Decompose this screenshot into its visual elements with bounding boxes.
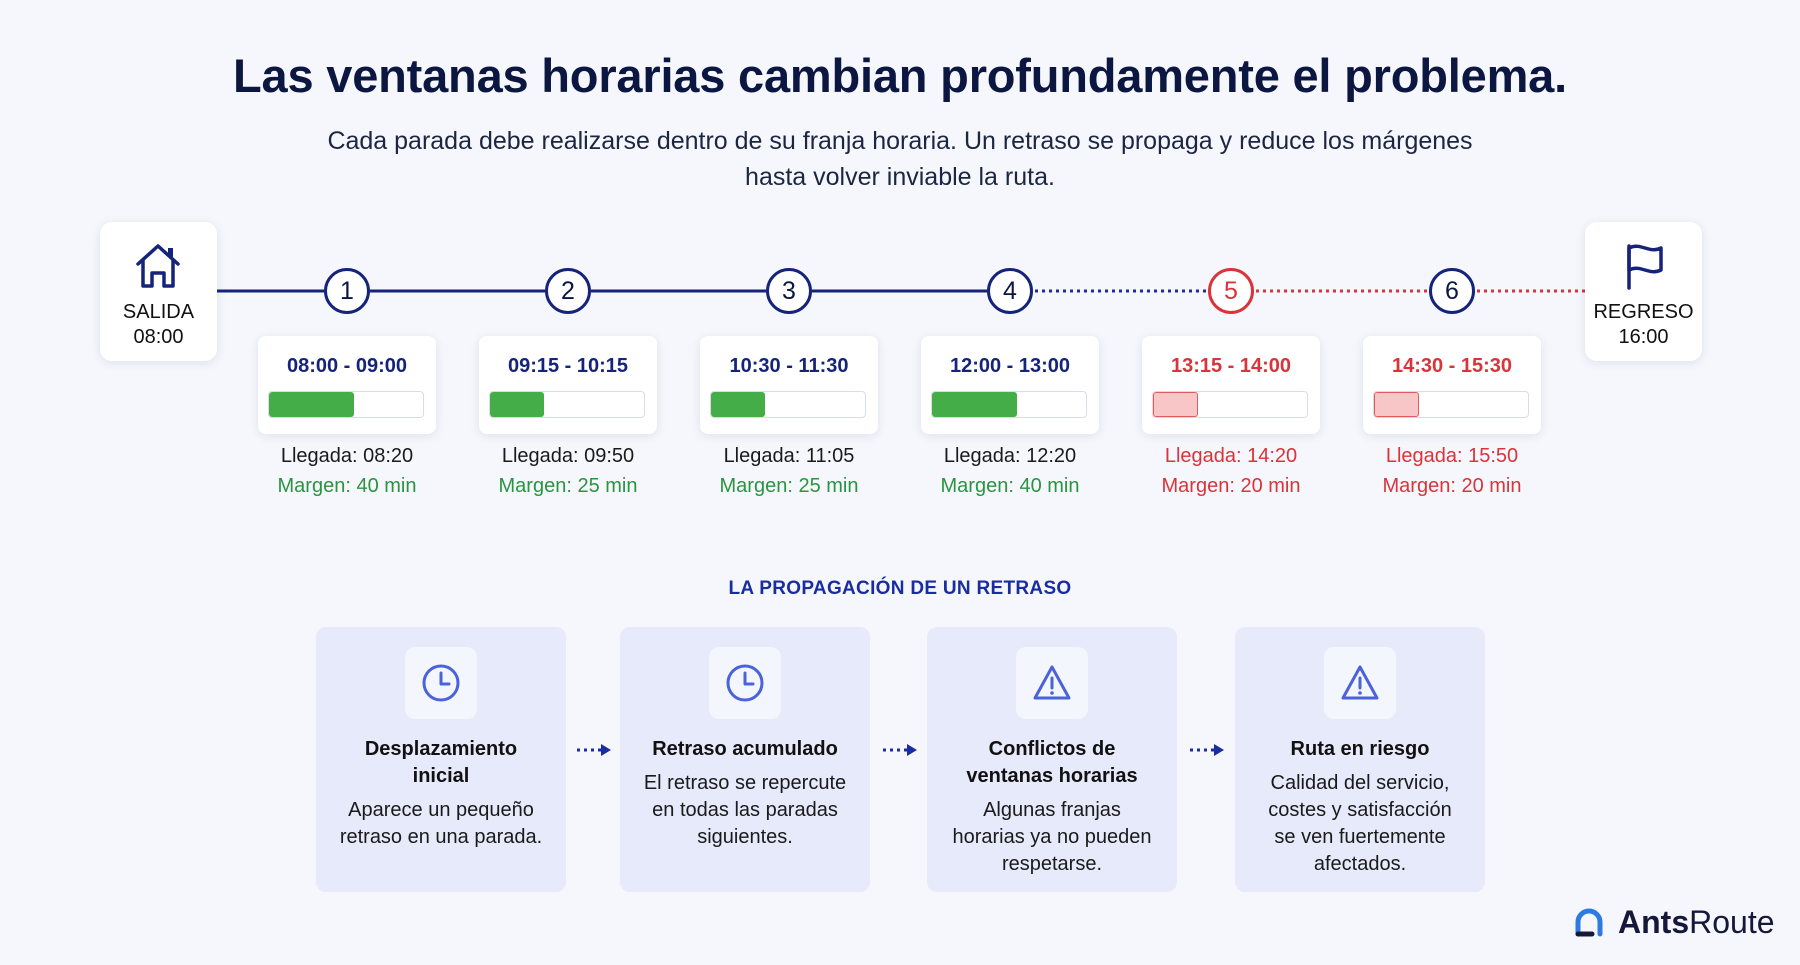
- margin-3: Margen: 25 min: [719, 475, 859, 497]
- step-1-desc-line-2: retraso en una parada.: [339, 826, 543, 848]
- arrival-6: Llegada: 15:50: [1385, 445, 1519, 467]
- step-3-desc-line-1: Algunas franjas: [983, 799, 1121, 821]
- subtitle-line-2: hasta volver inviable la ruta.: [745, 163, 1055, 191]
- antsroute-logo-icon: [1575, 908, 1603, 937]
- step-desc-3: Algunas franjas horarias ya no pueden re…: [937, 797, 1167, 878]
- stop-number-2: 2: [545, 268, 591, 314]
- margin-6: Margen: 20 min: [1382, 475, 1522, 497]
- flow-arrow-icon: [577, 744, 611, 756]
- propagation-step-4: Ruta en riesgo Calidad del servicio, cos…: [1235, 627, 1485, 892]
- step-title-1: Desplazamiento inicial: [326, 736, 556, 790]
- step-1-title-line-2: inicial: [412, 765, 470, 787]
- time-window-6: 14:30 - 15:30: [1391, 355, 1513, 377]
- propagation-heading: LA PROPAGACIÓN DE UN RETRASO: [728, 578, 1072, 599]
- step-2-desc-line-2: en todas las paradas: [652, 799, 838, 821]
- margin-bar-3: [710, 391, 866, 418]
- step-title-2: Retraso acumulado: [630, 736, 860, 763]
- warning-icon: [1324, 647, 1396, 719]
- time-window-4: 12:00 - 13:00: [949, 355, 1071, 377]
- margin-bar-6: [1373, 391, 1529, 418]
- stop-number-6: 6: [1429, 268, 1475, 314]
- flag-icon: [1627, 244, 1663, 290]
- margin-bar-fill-2: [490, 392, 544, 417]
- step-2-desc-line-3: siguientes.: [697, 826, 793, 848]
- flow-arrow-icon: [883, 744, 917, 756]
- arrival-4: Llegada: 12:20: [943, 445, 1077, 467]
- margin-bar-fill-6: [1374, 392, 1419, 417]
- home-icon: [136, 244, 180, 288]
- margin-bar-2: [489, 391, 645, 418]
- stop-number-5: 5: [1208, 268, 1254, 314]
- stop-number-3: 3: [766, 268, 812, 314]
- step-4-desc-line-2: costes y satisfacción: [1268, 799, 1452, 821]
- margin-1: Margen: 40 min: [277, 475, 417, 497]
- time-window-card-4: 12:00 - 13:00: [921, 336, 1099, 434]
- margin-bar-fill-3: [711, 392, 765, 417]
- step-4-desc-line-4: afectados.: [1313, 853, 1407, 875]
- clock-icon: [405, 647, 477, 719]
- arrival-3: Llegada: 11:05: [723, 445, 855, 467]
- margin-5: Margen: 20 min: [1161, 475, 1301, 497]
- propagation-step-3: Conflictos de ventanas horarias Algunas …: [927, 627, 1177, 892]
- margin-bar-fill-5: [1153, 392, 1198, 417]
- time-window-1: 08:00 - 09:00: [286, 355, 408, 377]
- margin-bar-fill-1: [269, 392, 354, 417]
- time-window-card-6: 14:30 - 15:30: [1363, 336, 1541, 434]
- step-desc-2: El retraso se repercute en todas las par…: [630, 770, 860, 851]
- step-3-title-line-1: Conflictos de: [988, 738, 1116, 760]
- time-window-3: 10:30 - 11:30: [729, 355, 849, 377]
- step-4-title-line-1: Ruta en riesgo: [1290, 738, 1430, 760]
- time-window-card-2: 09:15 - 10:15: [479, 336, 657, 434]
- brand-name: AntsRoute: [1618, 904, 1775, 941]
- arrival-2: Llegada: 09:50: [501, 445, 635, 467]
- brand-logo: AntsRoute: [1572, 902, 1775, 942]
- return-time: 16:00: [1618, 326, 1669, 348]
- departure-card: SALIDA 08:00: [100, 222, 217, 361]
- step-4-desc-line-1: Calidad del servicio,: [1270, 772, 1450, 794]
- step-1-title-line-1: Desplazamiento: [364, 738, 518, 760]
- propagation-step-2: Retraso acumulado El retraso se repercut…: [620, 627, 870, 892]
- step-3-desc-line-2: horarias ya no pueden: [952, 826, 1152, 848]
- margin-bar-fill-4: [932, 392, 1017, 417]
- propagation-step-1: Desplazamiento inicial Aparece un pequeñ…: [316, 627, 566, 892]
- clock-icon: [709, 647, 781, 719]
- time-window-5: 13:15 - 14:00: [1170, 355, 1292, 377]
- margin-bar-4: [931, 391, 1087, 418]
- warning-icon: [1016, 647, 1088, 719]
- step-1-desc-line-1: Aparece un pequeño: [348, 799, 534, 821]
- brand-name-rest: Route: [1689, 904, 1775, 940]
- step-3-desc-line-3: respetarse.: [1001, 853, 1103, 875]
- margin-bar-1: [268, 391, 424, 418]
- arrival-1: Llegada: 08:20: [280, 445, 414, 467]
- page-title: Las ventanas horarias cambian profundame…: [233, 49, 1567, 102]
- time-window-2: 09:15 - 10:15: [507, 355, 629, 377]
- step-3-title-line-2: ventanas horarias: [966, 765, 1138, 787]
- stop-number-4: 4: [987, 268, 1033, 314]
- return-card: REGRESO 16:00: [1585, 222, 1702, 361]
- margin-bar-5: [1152, 391, 1308, 418]
- step-desc-1: Aparece un pequeño retraso en una parada…: [326, 797, 556, 851]
- step-title-4: Ruta en riesgo: [1245, 736, 1475, 763]
- arrival-5: Llegada: 14:20: [1164, 445, 1298, 467]
- stop-number-1: 1: [324, 268, 370, 314]
- time-window-card-5: 13:15 - 14:00: [1142, 336, 1320, 434]
- margin-4: Margen: 40 min: [940, 475, 1080, 497]
- step-desc-4: Calidad del servicio, costes y satisfacc…: [1245, 770, 1475, 878]
- step-2-desc-line-1: El retraso se repercute: [643, 772, 847, 794]
- margin-2: Margen: 25 min: [498, 475, 638, 497]
- flow-arrow-icon: [1190, 744, 1224, 756]
- departure-label: SALIDA: [122, 301, 195, 323]
- return-label: REGRESO: [1593, 301, 1694, 323]
- time-window-card-1: 08:00 - 09:00: [258, 336, 436, 434]
- time-window-card-3: 10:30 - 11:30: [700, 336, 878, 434]
- subtitle-line-1: Cada parada debe realizarse dentro de su…: [327, 127, 1473, 155]
- page-subtitle: Cada parada debe realizarse dentro de su…: [300, 123, 1500, 195]
- departure-time: 08:00: [133, 326, 184, 348]
- step-2-title-line-1: Retraso acumulado: [652, 738, 838, 760]
- brand-name-bold: Ants: [1618, 904, 1690, 940]
- step-4-desc-line-3: se ven fuertemente: [1274, 826, 1446, 848]
- step-title-3: Conflictos de ventanas horarias: [937, 736, 1167, 790]
